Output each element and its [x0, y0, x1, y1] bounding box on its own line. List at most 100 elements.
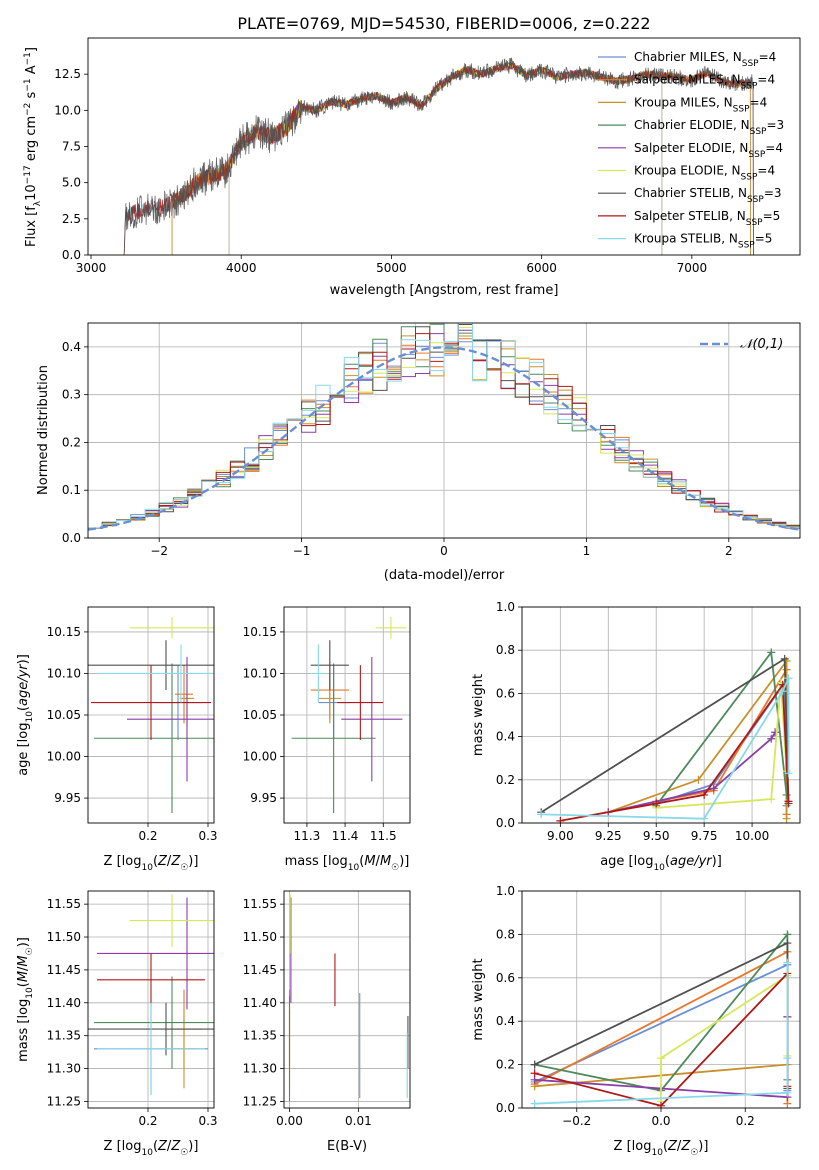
error-bar [88, 1002, 214, 1056]
x-tick-label: 0.2 [138, 1114, 157, 1128]
label-part: Z [170, 854, 181, 869]
weight-marker [694, 775, 703, 784]
y-tick-label: 10.15 [243, 625, 277, 639]
weight-marker [700, 814, 709, 823]
label-part: λ [33, 200, 43, 206]
weight-line [541, 677, 790, 820]
weight-marker [530, 1069, 539, 1078]
legend-label: 𝒩(0,1) [740, 337, 783, 352]
x-tick-label: 1 [583, 544, 591, 558]
label-part: / [677, 1139, 682, 1154]
grid [284, 607, 410, 823]
error-bar [130, 616, 214, 639]
error-bar [291, 663, 376, 814]
label-part: Kroupa ELODIE, N [634, 164, 741, 178]
axes: 0.2 0.3 11.25 11.30 11.35 11.40 11.45 11.50 11.5… [16, 890, 218, 1158]
weight-line [608, 731, 776, 814]
label-part: / [16, 966, 31, 971]
y-axis-label: mass [log10(M/M☉)] [16, 937, 35, 1062]
y-tick-label: 10.15 [47, 625, 81, 639]
figure-title: PLATE=0769, MJD=54530, FIBERID=0006, z=0… [237, 14, 650, 33]
weight-marker [767, 734, 776, 743]
y-tick-label: 10.05 [47, 708, 81, 722]
y-tick-label: 0.0 [62, 248, 81, 262]
x-tick-label: 0.3 [198, 1114, 217, 1128]
label-part: Salpeter STELIB, N [634, 209, 746, 223]
weight-marker [530, 1060, 539, 1069]
y-tick-label: 11.45 [243, 963, 277, 977]
label-part: SSP [741, 82, 758, 92]
weight-marker [657, 1101, 665, 1108]
y-tick-label: 0.1 [62, 483, 81, 497]
axes-frame [87, 606, 215, 824]
x-tick-label: 0.2 [736, 1114, 755, 1128]
label-part: / [376, 854, 381, 869]
label-part: Kroupa STELIB, N [634, 232, 738, 246]
axes: 0.00 0.01 11.25 11.30 11.35 11.40 11.45 11.50 11… [243, 890, 411, 1154]
label-part: M [380, 854, 391, 869]
y-tick-label: 2.5 [62, 212, 81, 226]
label-part: =4 [750, 95, 768, 109]
y-tick-label: 0.2 [62, 435, 81, 449]
x-axis-label: (data-model)/error [384, 568, 505, 583]
label-part: SSP [742, 59, 759, 69]
spectrum-line [228, 62, 663, 255]
label-part: 𝒩(0,1) [740, 337, 783, 352]
spectrum-line [228, 62, 663, 255]
y-tick-label: 11.55 [47, 897, 81, 911]
x-tick-label: 0.00 [276, 1114, 303, 1128]
label-part: )] [188, 1139, 198, 1154]
y-tick-label: 0.2 [496, 1058, 515, 1072]
x-tick-label: −0.2 [562, 1114, 591, 1128]
label-part: =5 [763, 209, 781, 223]
label-part: −1 [23, 78, 33, 91]
label-part: =3 [766, 118, 784, 132]
y-tick-label: 9.95 [250, 791, 277, 805]
x-tick-label: 11.4 [332, 829, 359, 843]
plot-area [88, 616, 214, 814]
label-part: ( [665, 854, 670, 869]
error-bar [88, 640, 214, 691]
label-part: )] [399, 854, 409, 869]
axes-frame [521, 890, 801, 1109]
axes: −0.2 0.0 0.20.00.20.40.60.81.0Z [log10(Z/Z… [471, 884, 801, 1158]
label-part: =3 [764, 186, 782, 200]
label-part: ☉ [180, 863, 188, 873]
label-part: ( [359, 854, 364, 869]
label-part: −1 [23, 52, 33, 65]
y-tick-label: 5.0 [62, 176, 81, 190]
panel-weight-vs-age: 9.00 9.25 9.50 9.75 10.00 0.0 0.2 0.4 0.6 0.8 1.0 a… [471, 600, 801, 873]
axes: 11.3 11.4 11.5 9.95 10.00 10.05 10.10 10.15 mass… [243, 606, 411, 873]
label-part: mass [log [285, 854, 348, 869]
error-bar [91, 665, 211, 740]
axes-frame [87, 322, 801, 539]
weight-marker [784, 769, 793, 778]
x-tick-label: 5000 [376, 261, 407, 275]
y-tick-label: 1.0 [496, 600, 515, 614]
label-part: Z [157, 1139, 168, 1154]
error-bar [94, 976, 214, 1069]
y-tick-label: 0.8 [496, 643, 515, 657]
label-part: ☉ [690, 1148, 698, 1158]
plot-area [530, 930, 792, 1108]
x-axis-label: Z [log10(Z/Z☉)] [614, 1139, 709, 1158]
legend: 𝒩(0,1) [700, 337, 783, 352]
y-tick-label: 11.25 [47, 1094, 81, 1108]
weight-marker [700, 790, 709, 799]
weight-line [534, 962, 789, 1105]
x-tick-label: 9.25 [595, 829, 622, 843]
label-part: Z [170, 1139, 181, 1154]
error-bar [97, 644, 214, 703]
label-part: Z [log [614, 1139, 652, 1154]
label-part: Salpeter ELODIE, N [634, 141, 748, 155]
y-tick-label: 0.3 [62, 388, 81, 402]
label-part: SSP [750, 127, 767, 137]
x-tick-label: 7000 [677, 261, 708, 275]
x-tick-label: 0.3 [198, 829, 217, 843]
label-part: 10 [653, 863, 665, 873]
grid [284, 891, 410, 1108]
weight-marker [782, 790, 791, 799]
y-tick-label: 11.50 [47, 930, 81, 944]
label-part: =4 [757, 73, 775, 87]
label-part: −17 [23, 165, 33, 184]
